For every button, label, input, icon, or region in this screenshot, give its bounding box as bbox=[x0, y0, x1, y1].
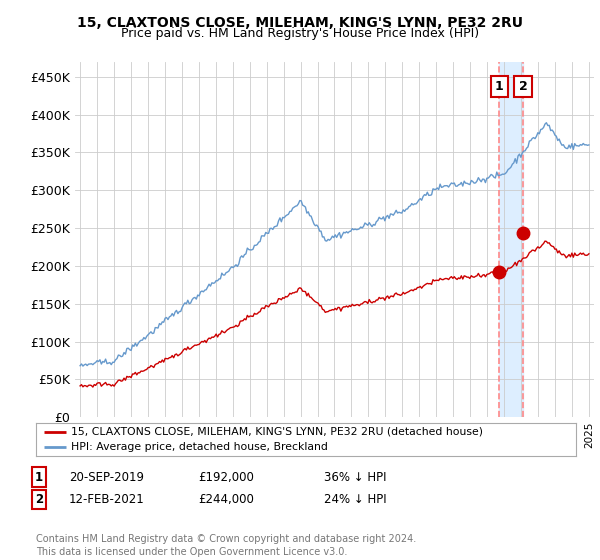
Text: Price paid vs. HM Land Registry's House Price Index (HPI): Price paid vs. HM Land Registry's House … bbox=[121, 27, 479, 40]
Text: HPI: Average price, detached house, Breckland: HPI: Average price, detached house, Brec… bbox=[71, 442, 328, 452]
Text: 12-FEB-2021: 12-FEB-2021 bbox=[69, 493, 145, 506]
Text: 2: 2 bbox=[519, 80, 527, 93]
Text: £192,000: £192,000 bbox=[198, 470, 254, 484]
Text: 2: 2 bbox=[35, 493, 43, 506]
Text: 1: 1 bbox=[35, 470, 43, 484]
Text: 1: 1 bbox=[495, 80, 504, 93]
Text: 15, CLAXTONS CLOSE, MILEHAM, KING'S LYNN, PE32 2RU: 15, CLAXTONS CLOSE, MILEHAM, KING'S LYNN… bbox=[77, 16, 523, 30]
Text: 24% ↓ HPI: 24% ↓ HPI bbox=[324, 493, 386, 506]
Text: 20-SEP-2019: 20-SEP-2019 bbox=[69, 470, 144, 484]
Text: Contains HM Land Registry data © Crown copyright and database right 2024.
This d: Contains HM Land Registry data © Crown c… bbox=[36, 534, 416, 557]
Text: £244,000: £244,000 bbox=[198, 493, 254, 506]
Text: 15, CLAXTONS CLOSE, MILEHAM, KING'S LYNN, PE32 2RU (detached house): 15, CLAXTONS CLOSE, MILEHAM, KING'S LYNN… bbox=[71, 427, 483, 437]
Bar bbox=[499, 62, 523, 417]
Text: 36% ↓ HPI: 36% ↓ HPI bbox=[324, 470, 386, 484]
